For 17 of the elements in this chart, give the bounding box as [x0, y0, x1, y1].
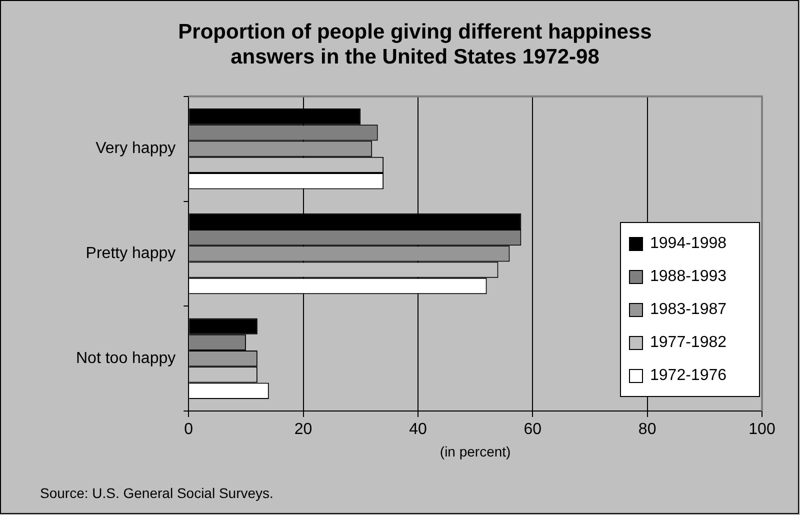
y-tick-label: Not too happy	[76, 350, 176, 367]
x-axis-title: (in percent)	[440, 443, 511, 460]
legend-label: 1977-1982	[650, 334, 727, 352]
x-tick-label: 20	[294, 421, 312, 438]
x-tick-label: 40	[409, 421, 427, 438]
legend-label: 1994-1998	[650, 234, 727, 252]
source-note: Source: U.S. General Social Surveys.	[40, 485, 274, 501]
chart-title: Proportion of people giving different happiness answers in the United States 1972-98	[178, 20, 652, 69]
x-tick-label: 60	[524, 421, 542, 438]
x-tick-label: 80	[638, 421, 656, 438]
y-tick-label: Very happy	[96, 140, 176, 158]
legend-label: 1972-1976	[650, 366, 727, 384]
x-tick-label: 0	[184, 421, 194, 438]
legend-label: 1983-1987	[650, 300, 727, 318]
legend-label: 1988-1993	[650, 268, 727, 286]
y-tick-label: Pretty happy	[86, 245, 176, 262]
x-tick-label: 100	[748, 421, 776, 438]
